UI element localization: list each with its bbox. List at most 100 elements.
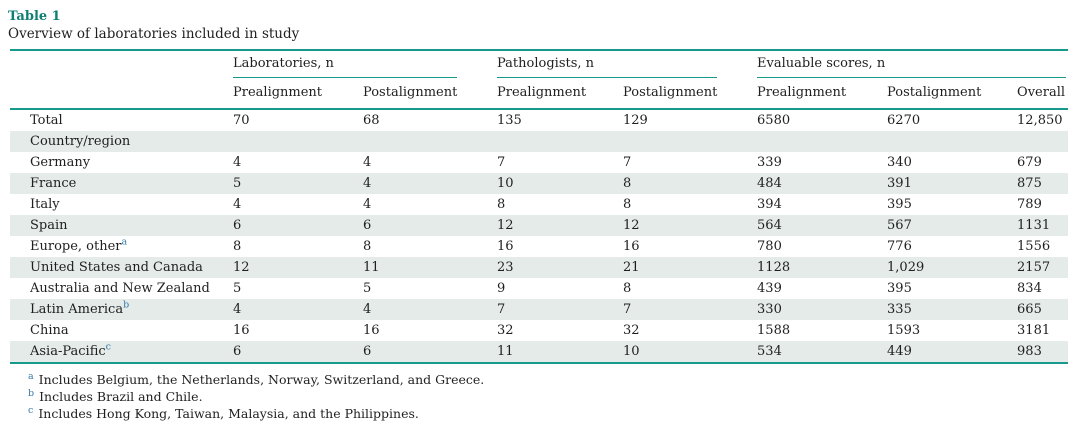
value-cell: 16 — [233, 323, 250, 338]
value-cell: 4 — [233, 155, 242, 170]
value-cell: 11 — [497, 344, 514, 359]
value-cell: 6 — [363, 344, 372, 359]
value-cell: 394 — [757, 197, 782, 212]
value-cell: 16 — [363, 323, 380, 338]
row-label: China — [30, 323, 69, 338]
value-cell — [887, 131, 1017, 152]
value-cell: 6 — [233, 218, 242, 233]
value-cell — [1017, 131, 1068, 152]
value-cell — [623, 131, 757, 152]
value-cell: 679 — [1017, 155, 1042, 170]
column-group-label: Pathologists, n — [497, 51, 718, 78]
value-cell: 395 — [887, 197, 912, 212]
value-cell: 32 — [623, 323, 640, 338]
value-cell: 391 — [887, 176, 912, 191]
footnote: a Includes Belgium, the Netherlands, Norw… — [28, 371, 1080, 388]
value-cell: 21 — [623, 260, 640, 275]
value-cell: 665 — [1017, 302, 1042, 317]
footnote-marker: c — [105, 341, 111, 353]
value-cell: 6270 — [887, 108, 1018, 131]
row-label: Europe, othera — [30, 236, 128, 254]
footnote-text: Includes Belgium, the Netherlands, Norwa… — [38, 372, 485, 387]
footnote: b Includes Brazil and Chile. — [28, 388, 1080, 405]
table-row: Total 70 68 135 129 6580 6270 12,850 — [10, 108, 1069, 131]
value-cell: 776 — [887, 239, 912, 254]
value-cell — [497, 131, 623, 152]
column-group-label: Laboratories, n — [233, 51, 458, 78]
value-cell: 834 — [1017, 281, 1042, 296]
row-label: Asia-Pacificc — [30, 341, 111, 359]
value-cell: 6580 — [757, 108, 888, 131]
value-cell: 4 — [233, 302, 242, 317]
table-label: Table 1 — [8, 9, 61, 24]
value-cell: 12 — [233, 260, 250, 275]
footnote-marker: b — [28, 387, 35, 399]
value-cell: 564 — [757, 218, 782, 233]
value-cell: 339 — [757, 155, 782, 170]
table-row: Spain 6 6 12 12 564 567 1131 — [10, 215, 1069, 236]
value-cell: 7 — [623, 302, 632, 317]
sub-column-header: Overall — [1017, 85, 1066, 100]
footnote-marker: c — [28, 404, 34, 416]
row-label: Latin Americab — [30, 299, 130, 317]
value-cell: 9 — [497, 281, 506, 296]
value-cell: 12,850 — [1017, 108, 1069, 131]
value-cell — [233, 131, 363, 152]
value-cell: 449 — [887, 344, 912, 359]
table-body: Total 70 68 135 129 6580 6270 12,850 Country/reg… — [10, 108, 1069, 363]
value-cell: 16 — [623, 239, 640, 254]
value-cell: 8 — [623, 176, 632, 191]
footnote: c Includes Hong Kong, Taiwan, Malaysia, a… — [28, 405, 1080, 422]
value-cell: 340 — [887, 155, 912, 170]
value-cell: 3181 — [1017, 323, 1051, 338]
footnote-text: Includes Hong Kong, Taiwan, Malaysia, an… — [38, 406, 419, 421]
footnote-marker: b — [123, 299, 130, 311]
value-cell: 8 — [363, 239, 372, 254]
value-cell: 16 — [497, 239, 514, 254]
value-cell: 567 — [887, 218, 912, 233]
table-row: Australia and New Zealand 5 5 9 8 439 395 834 — [10, 278, 1068, 299]
column-group-header: Evaluable scores, n — [757, 50, 1068, 78]
value-cell: 534 — [757, 344, 782, 359]
value-cell: 4 — [363, 302, 372, 317]
table-row: Latin Americab 4 4 7 7 330 335 665 — [10, 299, 1069, 320]
table-row: France 5 4 10 8 484 391 875 — [10, 173, 1069, 194]
value-cell: 1,029 — [887, 260, 925, 275]
value-cell: 7 — [623, 155, 632, 170]
footnote-text: Includes Brazil and Chile. — [39, 389, 203, 404]
column-group-label: Evaluable scores, n — [757, 51, 1067, 78]
footnote-marker: a — [121, 236, 128, 248]
value-cell: 8 — [233, 239, 242, 254]
table-row: China 16 16 32 32 1588 1593 3181 — [10, 320, 1068, 341]
sub-column-header: Prealignment — [757, 85, 847, 100]
value-cell: 1593 — [887, 323, 921, 338]
row-label: Australia and New Zealand — [30, 281, 210, 296]
value-cell: 1588 — [757, 323, 791, 338]
study-overview-table: Laboratories, n Pathologists, n Evaluable … — [10, 49, 1069, 364]
value-cell: 484 — [757, 176, 782, 191]
value-cell: 8 — [623, 197, 632, 212]
value-cell: 875 — [1017, 176, 1042, 191]
value-cell: 7 — [497, 302, 506, 317]
value-cell: 5 — [233, 281, 242, 296]
table-caption: Overview of laboratories included in stu… — [8, 26, 300, 42]
value-cell: 11 — [363, 260, 380, 275]
row-label: Total — [10, 108, 233, 131]
footnote-marker: a — [28, 370, 34, 382]
value-cell: 135 — [497, 108, 624, 131]
sub-column-header: Prealignment — [233, 85, 323, 100]
value-cell: 1131 — [1017, 218, 1051, 233]
value-cell: 780 — [757, 239, 782, 254]
value-cell: 4 — [363, 155, 372, 170]
row-label: France — [30, 176, 77, 191]
value-cell: 23 — [497, 260, 514, 275]
value-cell: 68 — [363, 108, 498, 131]
value-cell: 5 — [233, 176, 242, 191]
column-group-header: Pathologists, n — [497, 50, 757, 78]
value-cell: 10 — [623, 344, 640, 359]
value-cell: 12 — [623, 218, 640, 233]
row-label: Germany — [30, 155, 91, 170]
table-row: Asia-Pacificc 6 6 11 10 534 449 983 — [10, 341, 1069, 363]
value-cell — [363, 131, 497, 152]
value-cell: 1556 — [1017, 239, 1051, 254]
